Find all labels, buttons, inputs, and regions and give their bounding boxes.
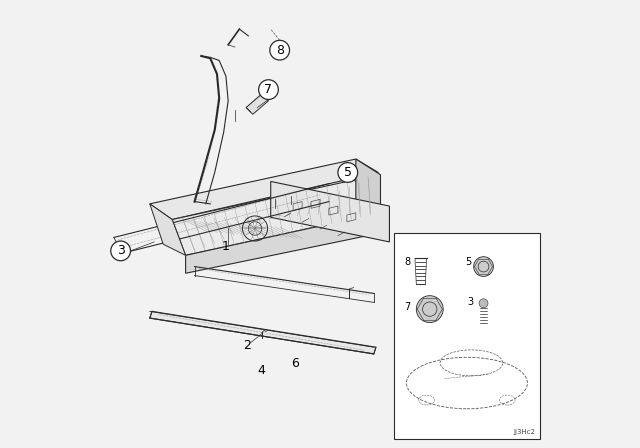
Polygon shape — [246, 94, 269, 114]
Text: JJ3Hc2: JJ3Hc2 — [513, 430, 535, 435]
Text: 7: 7 — [264, 83, 273, 96]
Circle shape — [338, 163, 358, 182]
Circle shape — [259, 80, 278, 99]
Text: 1: 1 — [222, 240, 230, 253]
Text: 2: 2 — [243, 339, 251, 353]
Polygon shape — [150, 204, 186, 255]
Text: 3: 3 — [467, 297, 473, 307]
Polygon shape — [150, 311, 376, 354]
Circle shape — [417, 296, 443, 323]
Text: 5: 5 — [465, 257, 471, 267]
Text: 3: 3 — [116, 244, 125, 258]
Text: 8: 8 — [276, 43, 284, 57]
Polygon shape — [271, 181, 389, 242]
Circle shape — [479, 299, 488, 308]
Bar — [394, 233, 540, 439]
Circle shape — [111, 241, 131, 261]
Polygon shape — [150, 159, 378, 220]
Text: 8: 8 — [404, 257, 410, 267]
Text: 7: 7 — [404, 302, 410, 312]
Circle shape — [474, 257, 493, 276]
Text: 4: 4 — [258, 364, 266, 377]
Text: 5: 5 — [344, 166, 352, 179]
Circle shape — [270, 40, 289, 60]
Polygon shape — [186, 213, 380, 273]
Polygon shape — [172, 175, 380, 255]
Text: 6: 6 — [291, 357, 300, 370]
Polygon shape — [356, 159, 380, 233]
